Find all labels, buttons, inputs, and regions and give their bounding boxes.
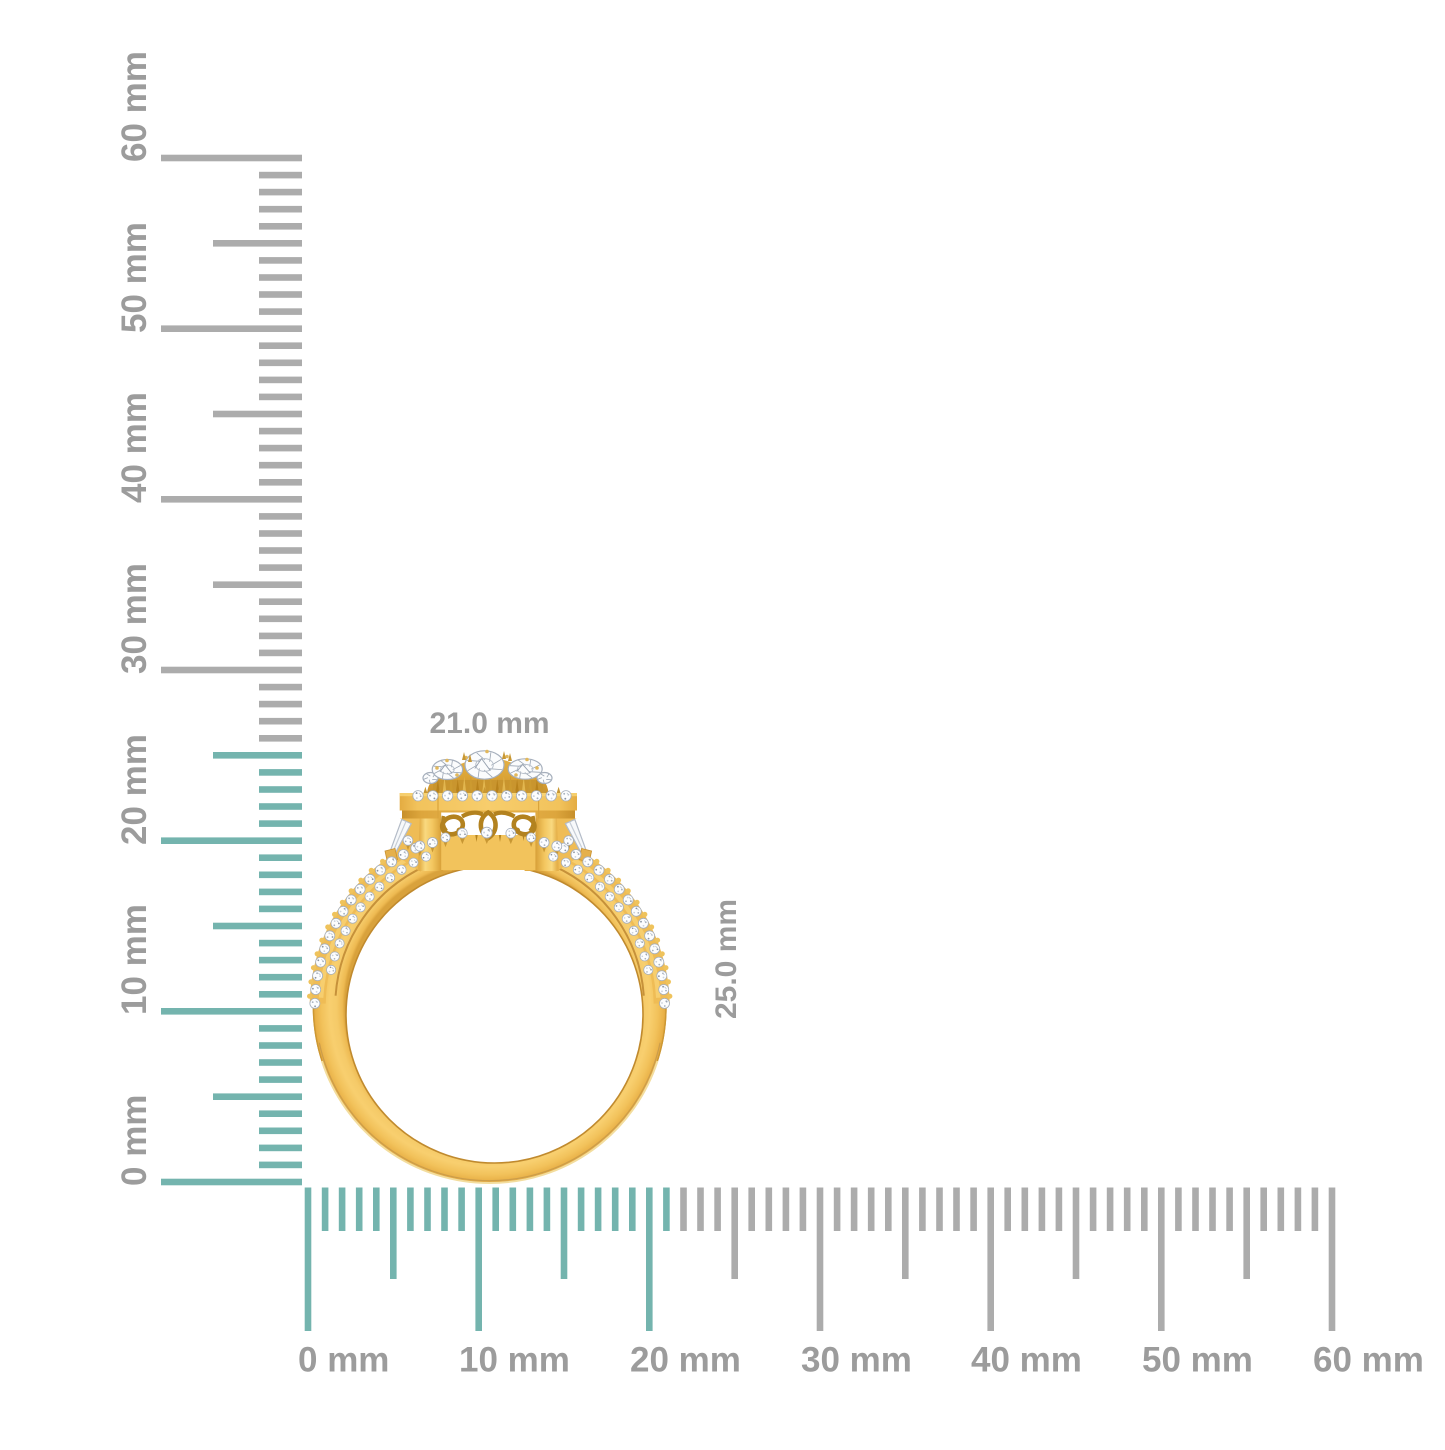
svg-text:20 mm: 20 mm [115,734,154,845]
svg-text:60 mm: 60 mm [1313,1341,1424,1380]
svg-text:21.0 mm: 21.0 mm [430,707,550,740]
svg-text:30 mm: 30 mm [801,1341,912,1380]
svg-text:50 mm: 50 mm [1142,1341,1253,1380]
svg-text:60 mm: 60 mm [115,51,154,162]
svg-text:25.0 mm: 25.0 mm [710,899,743,1019]
svg-text:50 mm: 50 mm [115,222,154,333]
svg-text:10 mm: 10 mm [115,904,154,1015]
svg-text:0 mm: 0 mm [115,1095,154,1186]
svg-text:30 mm: 30 mm [115,563,154,674]
svg-text:20 mm: 20 mm [630,1341,741,1380]
svg-text:10 mm: 10 mm [459,1341,570,1380]
svg-text:40 mm: 40 mm [971,1341,1082,1380]
svg-text:40 mm: 40 mm [115,392,154,503]
svg-text:0 mm: 0 mm [298,1341,389,1380]
